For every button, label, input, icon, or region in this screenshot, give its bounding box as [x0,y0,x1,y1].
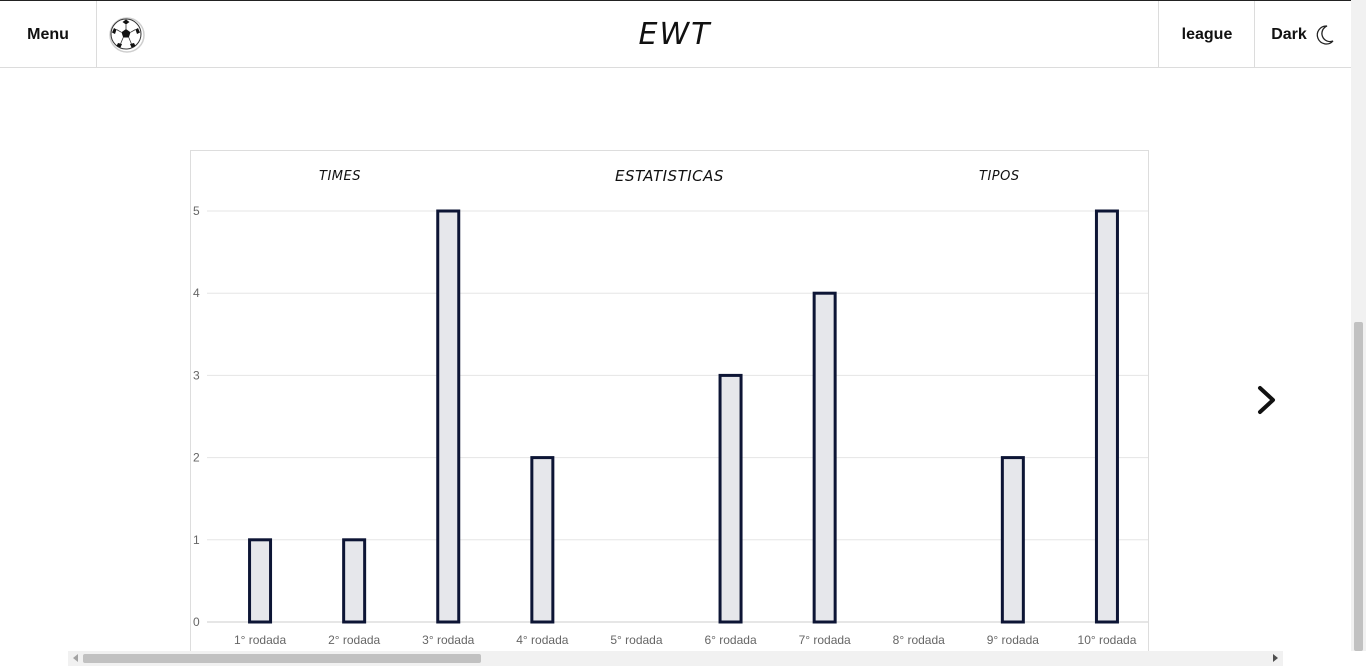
y-tick-label: 1 [193,533,200,547]
scroll-left-arrow-icon[interactable] [73,654,78,662]
next-chart-button[interactable] [1254,384,1282,418]
bar-9[interactable] [1000,456,1025,624]
x-tick-label: 4° rodada [516,633,568,647]
x-tick-label: 10° rodada [1078,633,1137,647]
league-label: league [1181,25,1233,43]
vertical-scrollbar-thumb[interactable] [1354,322,1363,651]
menu-label: Menu [27,25,69,43]
y-tick-label: 0 [193,615,200,629]
bar-chart: 0 1 2 3 4 5 1° rodada 2° rodada 3° rodada 4° roda… [193,204,1148,647]
dark-mode-toggle[interactable]: Dark [1254,1,1351,68]
brand-title: EWT [638,17,712,52]
y-tick-label: 4 [193,286,200,300]
dark-mode-label: Dark [1271,25,1307,43]
x-tick-label: 9° rodada [987,633,1039,647]
moon-icon [1316,24,1334,45]
bar-4[interactable] [530,456,555,624]
chart-title: ESTATISTICAS [615,167,724,185]
x-tick-label: 5° rodada [610,633,662,647]
league-button[interactable]: league [1158,1,1255,68]
y-tick-label: 5 [193,204,200,218]
tab-tipos[interactable]: TIPOS [979,169,1020,184]
x-tick-label: 1° rodada [234,633,286,647]
bar-2[interactable] [342,538,367,624]
chevron-right-icon [1258,386,1275,414]
statistics-card: TIMES ESTATISTICAS TIPOS 0 1 2 3 4 5 1° rodada… [190,150,1149,652]
logo[interactable] [97,1,157,68]
bar-7[interactable] [812,291,837,624]
bar-10[interactable] [1094,209,1119,624]
horizontal-scrollbar[interactable] [68,651,1283,666]
x-tick-label: 7° rodada [799,633,851,647]
x-tick-label: 3° rodada [422,633,474,647]
x-tick-label: 6° rodada [704,633,756,647]
menu-button[interactable]: Menu [0,1,97,68]
scroll-right-arrow-icon[interactable] [1273,654,1278,662]
scrollbar-corner [1351,651,1366,666]
x-tick-label: 8° rodada [893,633,945,647]
y-tick-label: 2 [193,451,200,465]
tab-times[interactable]: TIMES [319,169,361,184]
top-navbar: Menu EWT league Dar [0,0,1351,68]
x-tick-label: 2° rodada [328,633,380,647]
horizontal-scrollbar-thumb[interactable] [83,654,481,663]
bar-1[interactable] [248,538,273,624]
vertical-scrollbar[interactable] [1351,0,1366,651]
bar-3[interactable] [436,209,461,624]
soccer-ball-icon [109,16,145,53]
bar-6[interactable] [718,373,743,624]
y-tick-label: 3 [193,368,200,382]
